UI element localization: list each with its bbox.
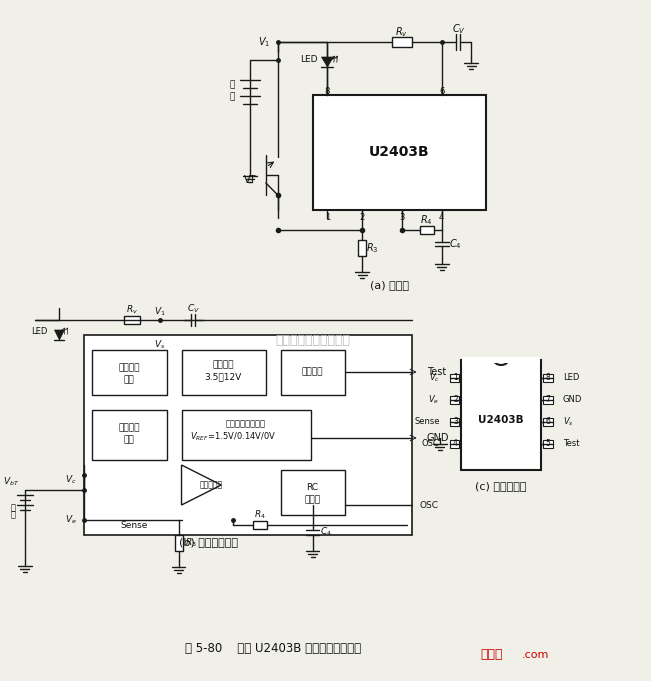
Bar <box>449 374 460 381</box>
Text: 测试模式: 测试模式 <box>302 368 324 377</box>
Text: $R_3$: $R_3$ <box>366 241 378 255</box>
Text: (a) 充电器: (a) 充电器 <box>370 280 409 290</box>
Text: Test: Test <box>562 439 579 448</box>
Text: $V_c$: $V_c$ <box>64 474 76 486</box>
Text: 1: 1 <box>325 213 330 222</box>
Text: U2403B: U2403B <box>369 146 430 159</box>
Text: VT: VT <box>243 175 256 185</box>
Polygon shape <box>55 330 64 340</box>
Text: RC: RC <box>307 484 318 492</box>
Text: $R_3$: $R_3$ <box>185 537 197 550</box>
Text: $C_V$: $C_V$ <box>187 303 200 315</box>
Text: $V_s$: $V_s$ <box>154 338 165 351</box>
Bar <box>543 374 553 381</box>
Text: 过热保护: 过热保护 <box>118 424 140 432</box>
Text: 4: 4 <box>439 213 444 222</box>
Text: GND: GND <box>426 433 449 443</box>
Text: $C_V$: $C_V$ <box>452 22 465 36</box>
Text: $V_e$: $V_e$ <box>428 394 439 406</box>
Text: $R_4$: $R_4$ <box>254 509 266 521</box>
Text: LED: LED <box>562 373 579 382</box>
Text: 电: 电 <box>10 503 15 513</box>
Bar <box>174 535 182 551</box>
Text: $V_c$: $V_c$ <box>429 371 439 384</box>
Text: 6: 6 <box>546 417 550 426</box>
Text: 4: 4 <box>453 439 458 448</box>
Text: 电源电路: 电源电路 <box>212 360 234 370</box>
Text: $V_s$: $V_s$ <box>562 415 574 428</box>
Text: $C_4$: $C_4$ <box>449 237 462 251</box>
Text: 5: 5 <box>546 439 550 448</box>
Text: $R_v$: $R_v$ <box>126 304 138 316</box>
Bar <box>543 417 553 426</box>
Bar <box>543 396 553 404</box>
Bar <box>392 37 412 47</box>
Text: $R_4$: $R_4$ <box>421 213 433 227</box>
Text: LED: LED <box>300 55 318 65</box>
Text: 电路: 电路 <box>124 375 134 385</box>
Text: Sense: Sense <box>414 417 439 426</box>
Text: GND: GND <box>562 395 582 404</box>
Text: $V_{REF}$=1.5V/0.14V/0V: $V_{REF}$=1.5V/0.14V/0V <box>190 431 276 443</box>
Bar <box>358 240 366 256</box>
Text: Sense: Sense <box>120 520 148 530</box>
Bar <box>543 440 553 447</box>
Bar <box>449 396 460 404</box>
Text: 8: 8 <box>325 86 330 95</box>
Text: OSC: OSC <box>420 501 439 509</box>
Text: .com: .com <box>522 650 549 660</box>
Bar <box>449 440 460 447</box>
Text: U2403B: U2403B <box>478 415 524 425</box>
Text: 定时器及控制逻辑: 定时器及控制逻辑 <box>226 419 266 428</box>
Text: 充电指示: 充电指示 <box>118 364 140 373</box>
Text: $V_1$: $V_1$ <box>258 35 270 49</box>
Text: 3: 3 <box>399 213 404 222</box>
Text: 误差放大器: 误差放大器 <box>200 481 223 490</box>
Text: $V_1$: $V_1$ <box>154 306 165 318</box>
Bar <box>281 350 345 395</box>
Bar <box>462 357 540 363</box>
Bar <box>84 335 412 535</box>
Bar <box>449 417 460 426</box>
Text: 电: 电 <box>229 80 235 89</box>
Bar <box>420 226 434 234</box>
Text: 8: 8 <box>546 373 550 382</box>
Text: $C_4$: $C_4$ <box>320 526 333 538</box>
Bar <box>92 410 167 460</box>
Text: 池: 池 <box>229 93 235 101</box>
Text: 6: 6 <box>439 86 444 95</box>
Bar <box>92 350 167 395</box>
Text: 2: 2 <box>453 395 458 404</box>
Bar <box>281 470 345 515</box>
Polygon shape <box>322 57 333 67</box>
Text: $V_e$: $V_e$ <box>64 513 76 526</box>
Bar <box>462 360 541 470</box>
Text: 图 5-80    采用 U2403B 构成的充电器电路: 图 5-80 采用 U2403B 构成的充电器电路 <box>185 642 361 654</box>
Text: 7: 7 <box>546 395 550 404</box>
Bar <box>253 521 267 529</box>
Text: $R_v$: $R_v$ <box>395 25 408 39</box>
Bar <box>182 410 311 460</box>
Text: 杭州将睹科技有限公司: 杭州将睹科技有限公司 <box>275 334 350 347</box>
Text: 池: 池 <box>10 511 15 520</box>
Bar <box>182 350 266 395</box>
Text: Test: Test <box>426 367 446 377</box>
Text: OSC: OSC <box>422 439 439 448</box>
Text: 接线图: 接线图 <box>480 648 503 661</box>
Text: $V_{bT}$: $V_{bT}$ <box>3 476 20 488</box>
Text: 3: 3 <box>453 417 458 426</box>
Text: 2: 2 <box>359 213 365 222</box>
Text: 振荡器: 振荡器 <box>305 496 320 505</box>
Bar <box>312 95 486 210</box>
Text: LED: LED <box>31 328 48 336</box>
Text: 3.5～12V: 3.5～12V <box>204 373 242 381</box>
Bar <box>124 316 140 324</box>
Text: 1: 1 <box>453 373 458 382</box>
Text: (c) 管脚配置图: (c) 管脚配置图 <box>475 481 527 491</box>
Text: 电路: 电路 <box>124 436 134 445</box>
Text: (b) 内部结构框图: (b) 内部结构框图 <box>179 537 238 547</box>
